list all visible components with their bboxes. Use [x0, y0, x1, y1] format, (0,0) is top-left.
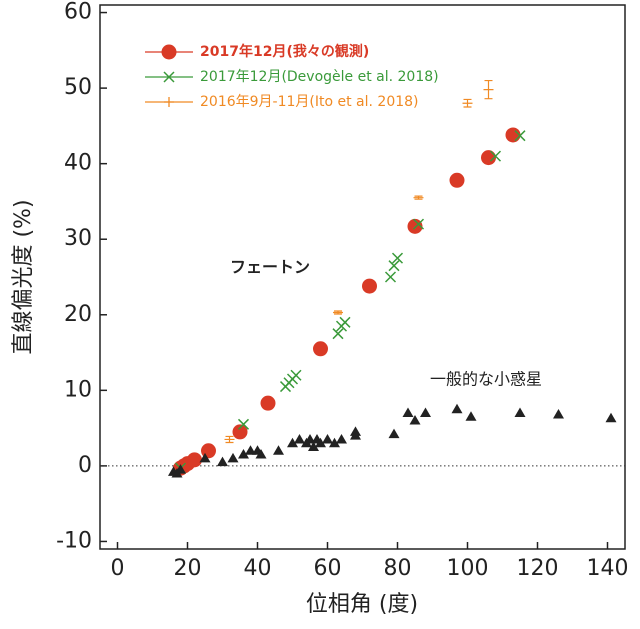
point	[187, 452, 202, 468]
point	[315, 437, 326, 448]
point	[175, 464, 186, 474]
point	[388, 260, 400, 272]
point	[322, 433, 333, 444]
point	[514, 130, 526, 142]
point	[407, 218, 423, 234]
error-bar	[413, 195, 424, 200]
y-axis-label: 直線偏光度 (%)	[11, 199, 36, 354]
point	[388, 428, 400, 439]
point	[238, 449, 249, 459]
point	[605, 412, 617, 423]
x-tick-label: 100	[447, 556, 489, 581]
annotation: フェートン	[230, 258, 310, 277]
x-tick-label: 0	[111, 556, 125, 581]
point	[449, 172, 465, 188]
point	[245, 445, 256, 455]
point	[336, 433, 347, 444]
y-tick-label: 50	[64, 75, 92, 100]
legend-marker	[164, 97, 174, 107]
annotation: 一般的な小惑星	[430, 370, 542, 389]
legend-label: 2017年12月(我々の観測)	[200, 43, 369, 60]
error-bar	[483, 79, 494, 100]
y-tick-label: 0	[78, 453, 92, 478]
point	[412, 218, 425, 230]
y-tick-label: 40	[64, 151, 92, 176]
point	[489, 150, 502, 162]
point	[273, 445, 284, 455]
point	[287, 437, 298, 448]
x-axis-label: 位相角 (度)	[306, 592, 418, 617]
point	[409, 415, 421, 425]
point	[304, 433, 316, 444]
x-tick-label: 140	[587, 556, 629, 581]
point	[350, 426, 361, 436]
point	[402, 407, 414, 417]
point	[339, 316, 351, 328]
y-tick-label: 60	[64, 0, 92, 25]
x-tick-label: 20	[174, 556, 202, 581]
x-tick-label: 80	[384, 556, 412, 581]
point	[451, 403, 463, 414]
x-tick-label: 120	[517, 556, 559, 581]
point	[290, 369, 302, 381]
y-tick-label: -10	[56, 528, 92, 553]
point	[514, 407, 526, 417]
y-tick-label: 30	[64, 226, 92, 251]
legend-label: 2017年12月(Devogèle et al. 2018)	[200, 69, 439, 85]
error-bar	[462, 98, 473, 108]
point	[260, 395, 276, 411]
x-tick-label: 60	[314, 556, 342, 581]
point	[362, 278, 377, 294]
point	[308, 441, 319, 451]
plot-frame	[99, 4, 626, 550]
point	[227, 452, 239, 463]
legend-marker	[163, 71, 175, 83]
point	[255, 449, 267, 459]
point	[384, 271, 397, 283]
point	[294, 433, 305, 444]
y-tick-label: 10	[64, 377, 92, 402]
point	[553, 409, 564, 419]
y-tick-label: 20	[64, 302, 92, 327]
point	[237, 418, 250, 430]
point	[199, 452, 211, 463]
legend-marker	[161, 44, 177, 60]
legend-label: 2016年9月-11月(Ito et al. 2018)	[200, 94, 419, 110]
point	[313, 341, 328, 357]
point	[217, 456, 228, 467]
point	[332, 328, 344, 340]
error-bar	[333, 310, 343, 315]
point	[420, 407, 431, 417]
point	[391, 252, 404, 264]
point	[232, 424, 248, 440]
point	[329, 437, 340, 448]
error-bar	[224, 435, 235, 444]
x-tick-label: 40	[244, 556, 272, 581]
point	[465, 411, 477, 421]
